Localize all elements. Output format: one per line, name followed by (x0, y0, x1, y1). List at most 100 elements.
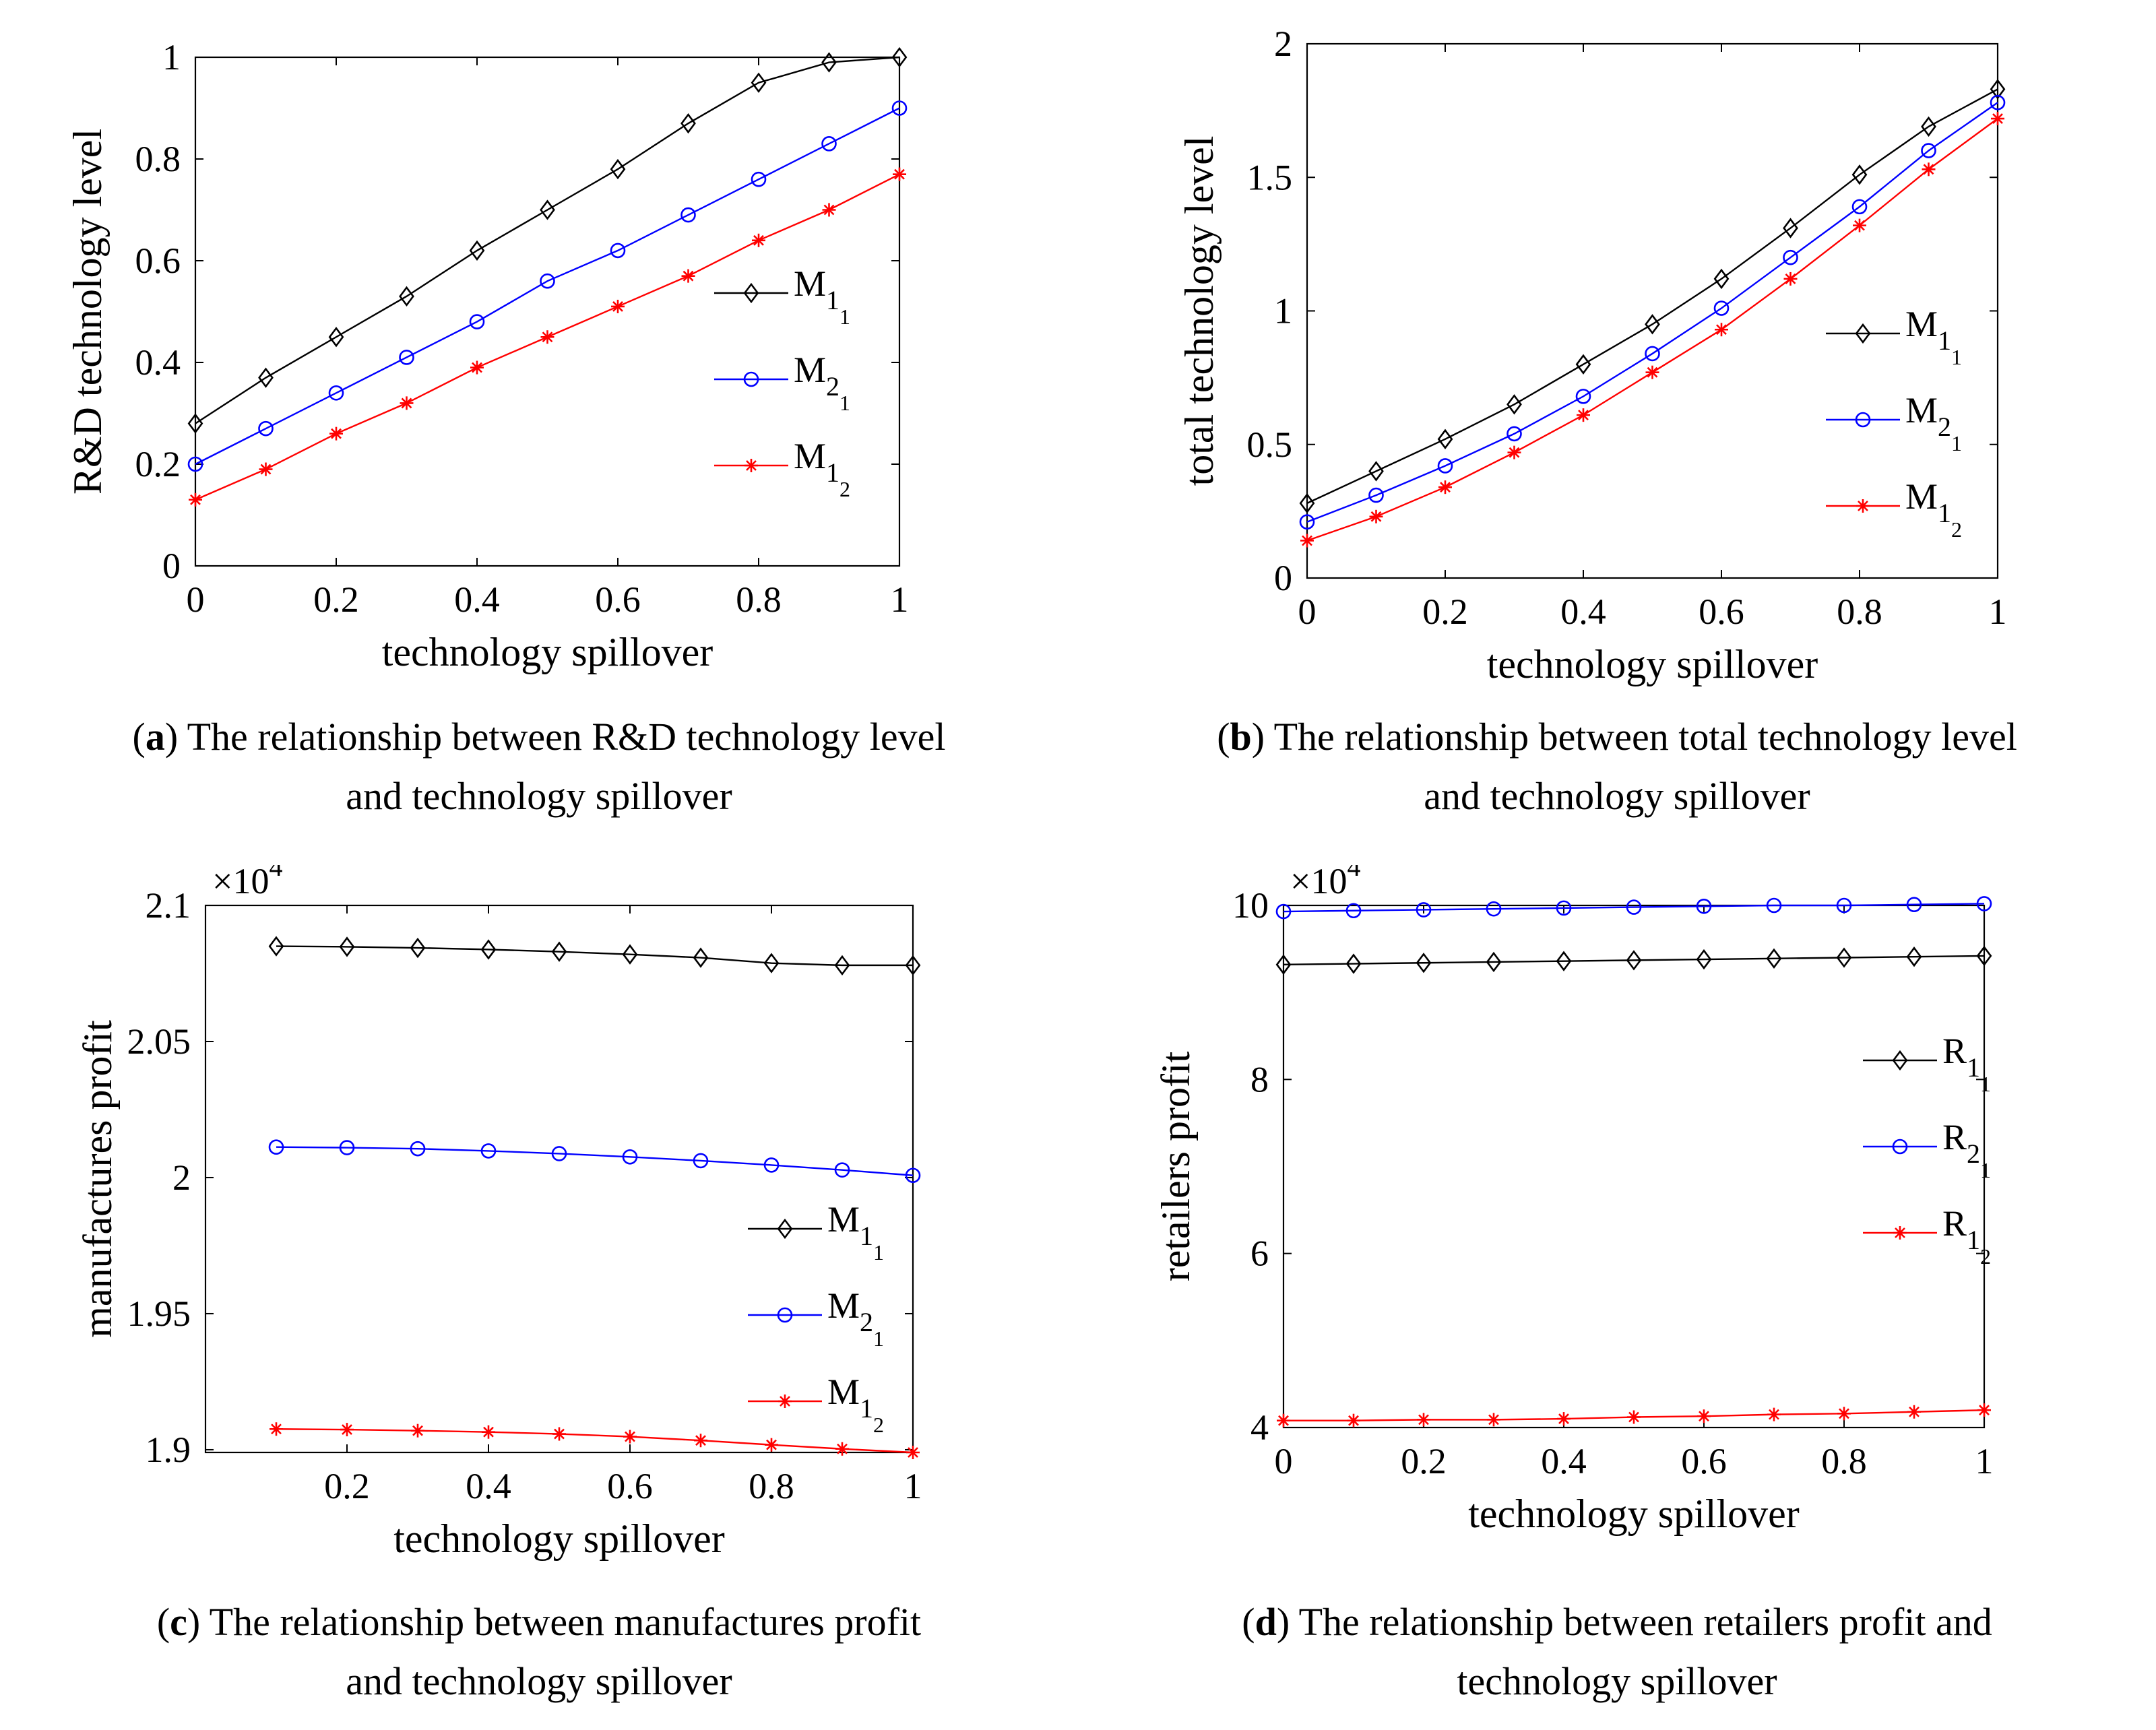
data-point-R11-d (1836, 947, 1852, 968)
series-M11-c (268, 936, 921, 976)
x-tick-label-a: 0.8 (736, 579, 782, 620)
data-point-M12-c (906, 1446, 920, 1459)
legend-marker-M21-c (777, 1307, 793, 1323)
data-point-M21-b (1299, 514, 1315, 530)
legend-sub1-M21-b: 2 (1938, 412, 1951, 442)
series-M11-a (187, 46, 908, 434)
data-point-M11-c (905, 955, 921, 976)
legend-entry-M11-b: M11 (1826, 304, 1962, 369)
data-point-M11-a (328, 327, 344, 348)
legend-sub1-M21-a: 2 (826, 371, 839, 402)
legend-label-M12-b: M12 (1905, 476, 1962, 542)
legend-sub2-M12-c: 2 (873, 1413, 884, 1437)
data-point-R11-d (1556, 951, 1572, 971)
series-line-M11-c (276, 945, 913, 967)
plot-area-c (204, 904, 914, 1454)
data-point-M21-c (763, 1157, 780, 1173)
data-point-M12-c (340, 1423, 354, 1437)
data-point-R12-d (1697, 1409, 1711, 1423)
x-tick-label-b: 0.4 (1560, 591, 1606, 632)
chart-svg-d: 0 0.2 0.4 0.6 0.8 1 4 6 8 10 technology spillover r… (1153, 865, 1994, 1536)
data-point-M12-b (1369, 509, 1383, 523)
y-tick-label-c: 1.95 (127, 1293, 191, 1334)
data-point-M12-a (893, 167, 906, 181)
legend-marker-R12-d (1893, 1226, 1907, 1240)
chart-panel-c: 0.2 0.4 0.6 0.8 1 1.9 1.95 2 2.05 2.1 technology s… (0, 865, 1078, 1730)
data-point-M12-b (1645, 365, 1659, 379)
legend-entry-R21-d: R21 (1863, 1117, 1991, 1182)
legend-entry-M11-a: M11 (714, 263, 850, 329)
data-point-R12-d (1557, 1412, 1571, 1426)
x-tick-label-d: 0.8 (1821, 1441, 1867, 1481)
caption-b-line2: and technology spillover (1424, 774, 1810, 818)
data-point-M12-c (270, 1422, 283, 1436)
series-line-M21-c (276, 1146, 914, 1176)
y-tick-label-b: 2 (1274, 24, 1292, 64)
legend-entry-R11-d: R11 (1863, 1031, 1991, 1096)
data-point-M11-a (469, 240, 485, 261)
x-tick-label-c: 0.6 (607, 1466, 653, 1506)
data-point-M12-c (623, 1430, 637, 1444)
data-point-M21-b (1713, 300, 1730, 316)
data-point-M21-b (1645, 346, 1660, 362)
series-line-M11-b (1306, 88, 1998, 505)
x-tick-label-d: 0 (1275, 1441, 1293, 1481)
data-point-M21-a (680, 207, 696, 223)
legend-marker-M21-a (743, 371, 759, 387)
series-line-R11-d (1283, 955, 1985, 966)
legend-sub1-M12-b: 1 (1938, 498, 1951, 528)
chart-panel-d: 0 0.2 0.4 0.6 0.8 1 4 6 8 10 technology spillover r… (1078, 865, 2156, 1730)
x-axis-label-d: technology spillover (1468, 1492, 1800, 1536)
legend-entry-M12-c: M12 (748, 1372, 884, 1437)
series-M12-a (189, 167, 906, 507)
data-point-M21-a (751, 171, 767, 187)
series-M11-b (1299, 79, 2006, 514)
series-line-M11-a (195, 56, 900, 424)
data-point-M11-a (751, 72, 767, 93)
x-tick-label-d: 0.6 (1681, 1441, 1727, 1481)
caption-c-line2: and technology spillover (346, 1659, 732, 1703)
legend-entry-M21-c: M21 (748, 1285, 884, 1351)
data-point-M11-a (399, 286, 414, 307)
legend-entry-M12-b: M12 (1826, 476, 1962, 542)
legend-marker-M11-c (777, 1218, 793, 1240)
data-point-R21-d (1696, 898, 1712, 914)
data-point-M12-c (835, 1442, 849, 1456)
data-point-M21-c (551, 1146, 567, 1161)
data-point-R11-d (1766, 948, 1782, 969)
legend-label-M21-c: M21 (827, 1285, 884, 1351)
data-point-M11-c (693, 947, 709, 968)
x-tick-label-c: 0.8 (749, 1466, 794, 1506)
data-point-M12-a (752, 233, 765, 247)
data-point-R12-d (1767, 1407, 1781, 1421)
data-point-R11-d (1275, 954, 1292, 975)
legend-label-M11-c: M11 (827, 1199, 884, 1264)
data-point-R11-d (1906, 947, 1922, 967)
chart-svg-c: 0.2 0.4 0.6 0.8 1 1.9 1.95 2 2.05 2.1 technology s… (75, 865, 922, 1561)
y-tick-label-c: 2.05 (127, 1021, 191, 1062)
data-point-M11-c (410, 937, 426, 959)
data-point-M21-a (610, 243, 626, 259)
legend-sub1-M11-b: 1 (1938, 325, 1951, 356)
y-tick-label-c: 1.9 (146, 1430, 191, 1470)
x-tick-label-c: 0.2 (324, 1466, 370, 1506)
legend-sub1-R21-d: 2 (1967, 1139, 1980, 1169)
x-tick-label-d: 0.2 (1401, 1441, 1447, 1481)
y-axis-label-b: total technology level (1177, 136, 1222, 486)
x-axis-label-b: technology spillover (1487, 642, 1818, 686)
y-tick-label-a: 0.4 (135, 342, 181, 383)
data-point-R12-d (1277, 1413, 1290, 1428)
legend-sub2-M21-b: 1 (1951, 431, 1962, 455)
legend-sub2-R11-d: 1 (1980, 1072, 1991, 1096)
data-point-M12-c (765, 1438, 778, 1452)
x-tick-label-a: 1 (891, 579, 909, 620)
data-point-M11-a (610, 158, 626, 180)
data-point-M21-c (622, 1149, 638, 1165)
y-tick-label-b: 0 (1274, 558, 1292, 598)
data-point-M11-c (551, 941, 567, 962)
series-M21-b (1299, 94, 2006, 530)
caption-a-label: a (145, 715, 165, 759)
caption-d: (d) The relationship between retailers p… (1242, 1600, 1992, 1703)
y-tick-label-a: 0.2 (135, 444, 181, 484)
legend-marker-M11-b (1855, 323, 1871, 344)
